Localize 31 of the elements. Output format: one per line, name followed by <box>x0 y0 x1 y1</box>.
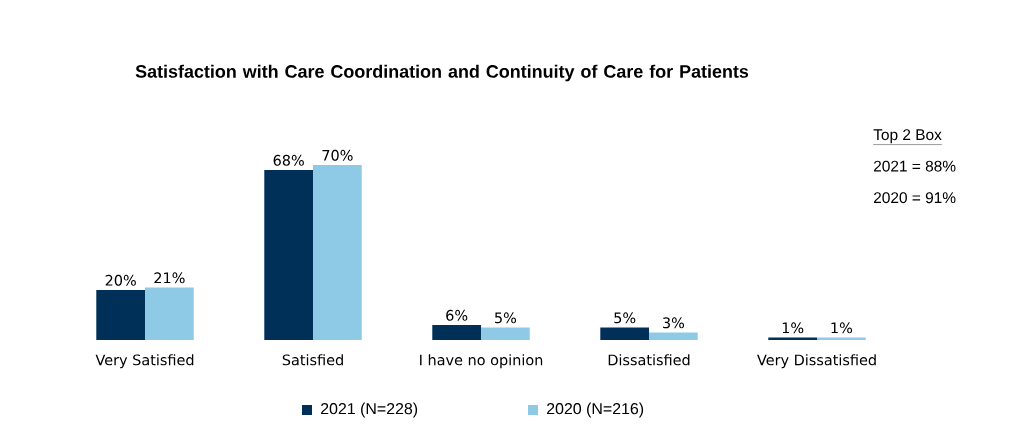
x-tick-label: Satisfied <box>282 354 343 366</box>
bar <box>145 287 194 340</box>
data-label: 21% <box>154 272 185 284</box>
annotation: 2020 = 91% <box>873 192 956 204</box>
x-tick-label: I have no opinion <box>420 354 543 369</box>
bar <box>96 289 146 340</box>
chart-title: Satisfaction with Care Coordination and Continuity of Care for Patients <box>135 64 749 82</box>
bar <box>600 327 650 340</box>
data-label: 5% <box>495 312 517 324</box>
data-label: 20% <box>105 274 136 286</box>
bar <box>768 337 818 340</box>
data-label: 1% <box>782 322 804 334</box>
data-label: 70% <box>322 149 353 161</box>
data-label: 1% <box>831 322 853 334</box>
bar <box>264 169 314 340</box>
data-label: 68% <box>273 154 304 166</box>
bar <box>817 337 866 340</box>
bar <box>481 327 530 340</box>
x-tick-label: Very Satisfied <box>95 354 194 369</box>
data-label: 5% <box>614 312 636 324</box>
bar <box>649 332 698 340</box>
data-label: 6% <box>446 309 468 321</box>
bar <box>313 164 362 340</box>
annotation: 2021 = 88% <box>873 160 956 172</box>
x-tick-label: Very Dissatisfied <box>757 354 876 369</box>
x-tick-label: Dissatisfied <box>608 354 690 366</box>
bar <box>432 324 482 340</box>
legend-label: 2020 (N=216) <box>547 402 644 418</box>
legend-label: 2021 (N=228) <box>321 402 418 418</box>
text: Top 2 Box <box>873 129 942 144</box>
data-label: 3% <box>663 317 685 329</box>
